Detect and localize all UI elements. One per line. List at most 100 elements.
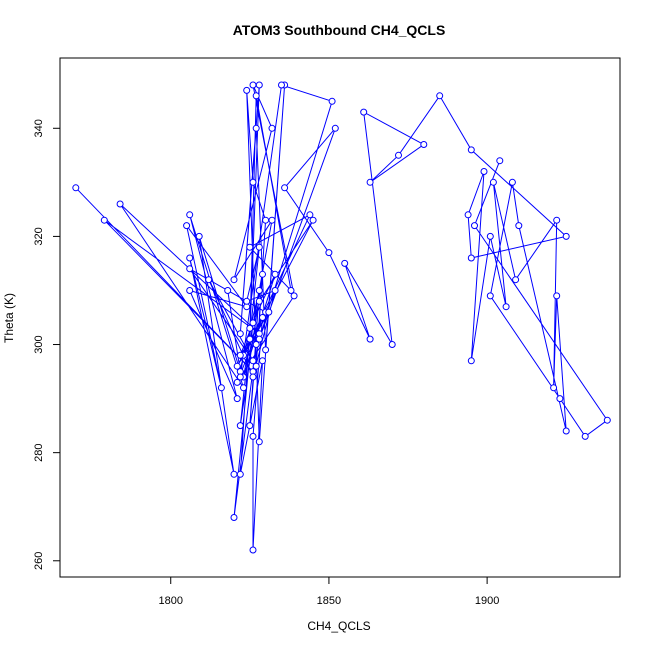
- x-tick-label: 1900: [475, 595, 499, 607]
- data-point: [496, 157, 504, 165]
- x-tick-label: 1800: [158, 595, 182, 607]
- x-axis: 1800 1850 1900: [158, 576, 499, 607]
- data-point: [230, 276, 238, 284]
- series-layer: [72, 81, 611, 554]
- data-point: [502, 303, 510, 311]
- data-point: [243, 86, 251, 94]
- data-point: [236, 330, 244, 338]
- data-point: [420, 141, 428, 148]
- data-point: [186, 254, 194, 262]
- data-point: [436, 92, 444, 100]
- data-point: [262, 216, 270, 224]
- x-tick-label: 1850: [317, 595, 341, 607]
- data-point: [278, 81, 285, 89]
- data-point: [236, 373, 244, 381]
- data-point: [268, 216, 276, 224]
- data-point: [100, 216, 108, 224]
- data-point: [290, 292, 298, 300]
- data-point: [230, 514, 238, 521]
- data-point: [233, 395, 241, 403]
- data-point: [224, 287, 232, 294]
- data-point: [255, 438, 263, 446]
- data-point: [486, 292, 494, 300]
- data-point: [249, 81, 257, 89]
- data-point: [553, 216, 561, 224]
- data-point: [236, 351, 244, 359]
- data-point: [467, 357, 475, 365]
- data-point: [255, 243, 263, 251]
- data-point: [471, 222, 478, 230]
- data-point: [550, 384, 558, 392]
- data-point: [366, 335, 374, 343]
- data-point: [581, 432, 589, 440]
- data-point: [556, 395, 564, 403]
- data-point: [341, 259, 349, 267]
- y-tick-label: 340: [33, 119, 45, 137]
- data-point: [230, 470, 238, 478]
- data-point: [246, 422, 254, 430]
- data-point: [205, 276, 213, 284]
- data-point: [328, 97, 336, 105]
- data-point: [259, 270, 266, 278]
- data-point: [217, 384, 225, 392]
- data-point: [249, 178, 257, 186]
- data-point: [489, 178, 497, 186]
- data-point: [512, 276, 520, 284]
- data-point: [562, 427, 570, 435]
- data-point: [252, 341, 260, 348]
- data-point: [467, 146, 475, 154]
- data-point: [271, 270, 279, 278]
- data-point: [252, 124, 260, 132]
- y-tick-label: 260: [33, 552, 45, 570]
- data-point: [243, 297, 251, 305]
- data-point: [246, 324, 254, 332]
- data-point: [255, 335, 263, 343]
- data-point: [366, 178, 374, 186]
- data-point: [233, 378, 241, 386]
- data-point: [259, 314, 266, 321]
- data-point: [306, 211, 314, 219]
- data-point: [395, 151, 402, 159]
- data-point: [265, 308, 273, 316]
- data-point: [249, 546, 257, 554]
- data-point: [508, 178, 516, 186]
- data-point: [72, 184, 80, 192]
- data-point: [268, 124, 276, 132]
- data-point: [464, 211, 472, 219]
- x-axis-label: CH4_QCLS: [307, 619, 370, 633]
- data-point: [116, 200, 124, 208]
- data-point: [515, 222, 523, 230]
- data-point: [249, 373, 257, 381]
- data-point: [236, 470, 244, 478]
- data-point: [287, 287, 295, 294]
- data-point: [467, 254, 475, 262]
- data-point: [249, 319, 257, 327]
- data-point: [262, 346, 270, 354]
- y-tick-label: 300: [33, 335, 45, 353]
- data-point: [562, 232, 570, 240]
- y-axis: 260 280 300 320 340: [33, 119, 61, 570]
- data-point: [325, 249, 333, 257]
- y-axis-label: Theta (K): [2, 293, 16, 343]
- data-point: [603, 416, 611, 424]
- data-point: [255, 287, 263, 294]
- data-point: [255, 81, 263, 89]
- data-point: [249, 432, 257, 440]
- data-point: [249, 357, 257, 365]
- data-point: [246, 335, 254, 343]
- data-point: [186, 287, 194, 294]
- data-point: [480, 168, 488, 175]
- y-tick-label: 320: [33, 227, 45, 245]
- data-point: [553, 292, 561, 300]
- data-point: [388, 341, 396, 348]
- data-point: [183, 222, 191, 230]
- data-point: [271, 287, 279, 294]
- chart-title: ATOM3 Southbound CH4_QCLS: [233, 22, 446, 38]
- y-tick-label: 280: [33, 443, 45, 461]
- data-point: [281, 184, 289, 192]
- data-point: [252, 362, 260, 370]
- data-point: [240, 384, 247, 392]
- data-point: [309, 216, 317, 224]
- data-point: [186, 265, 194, 273]
